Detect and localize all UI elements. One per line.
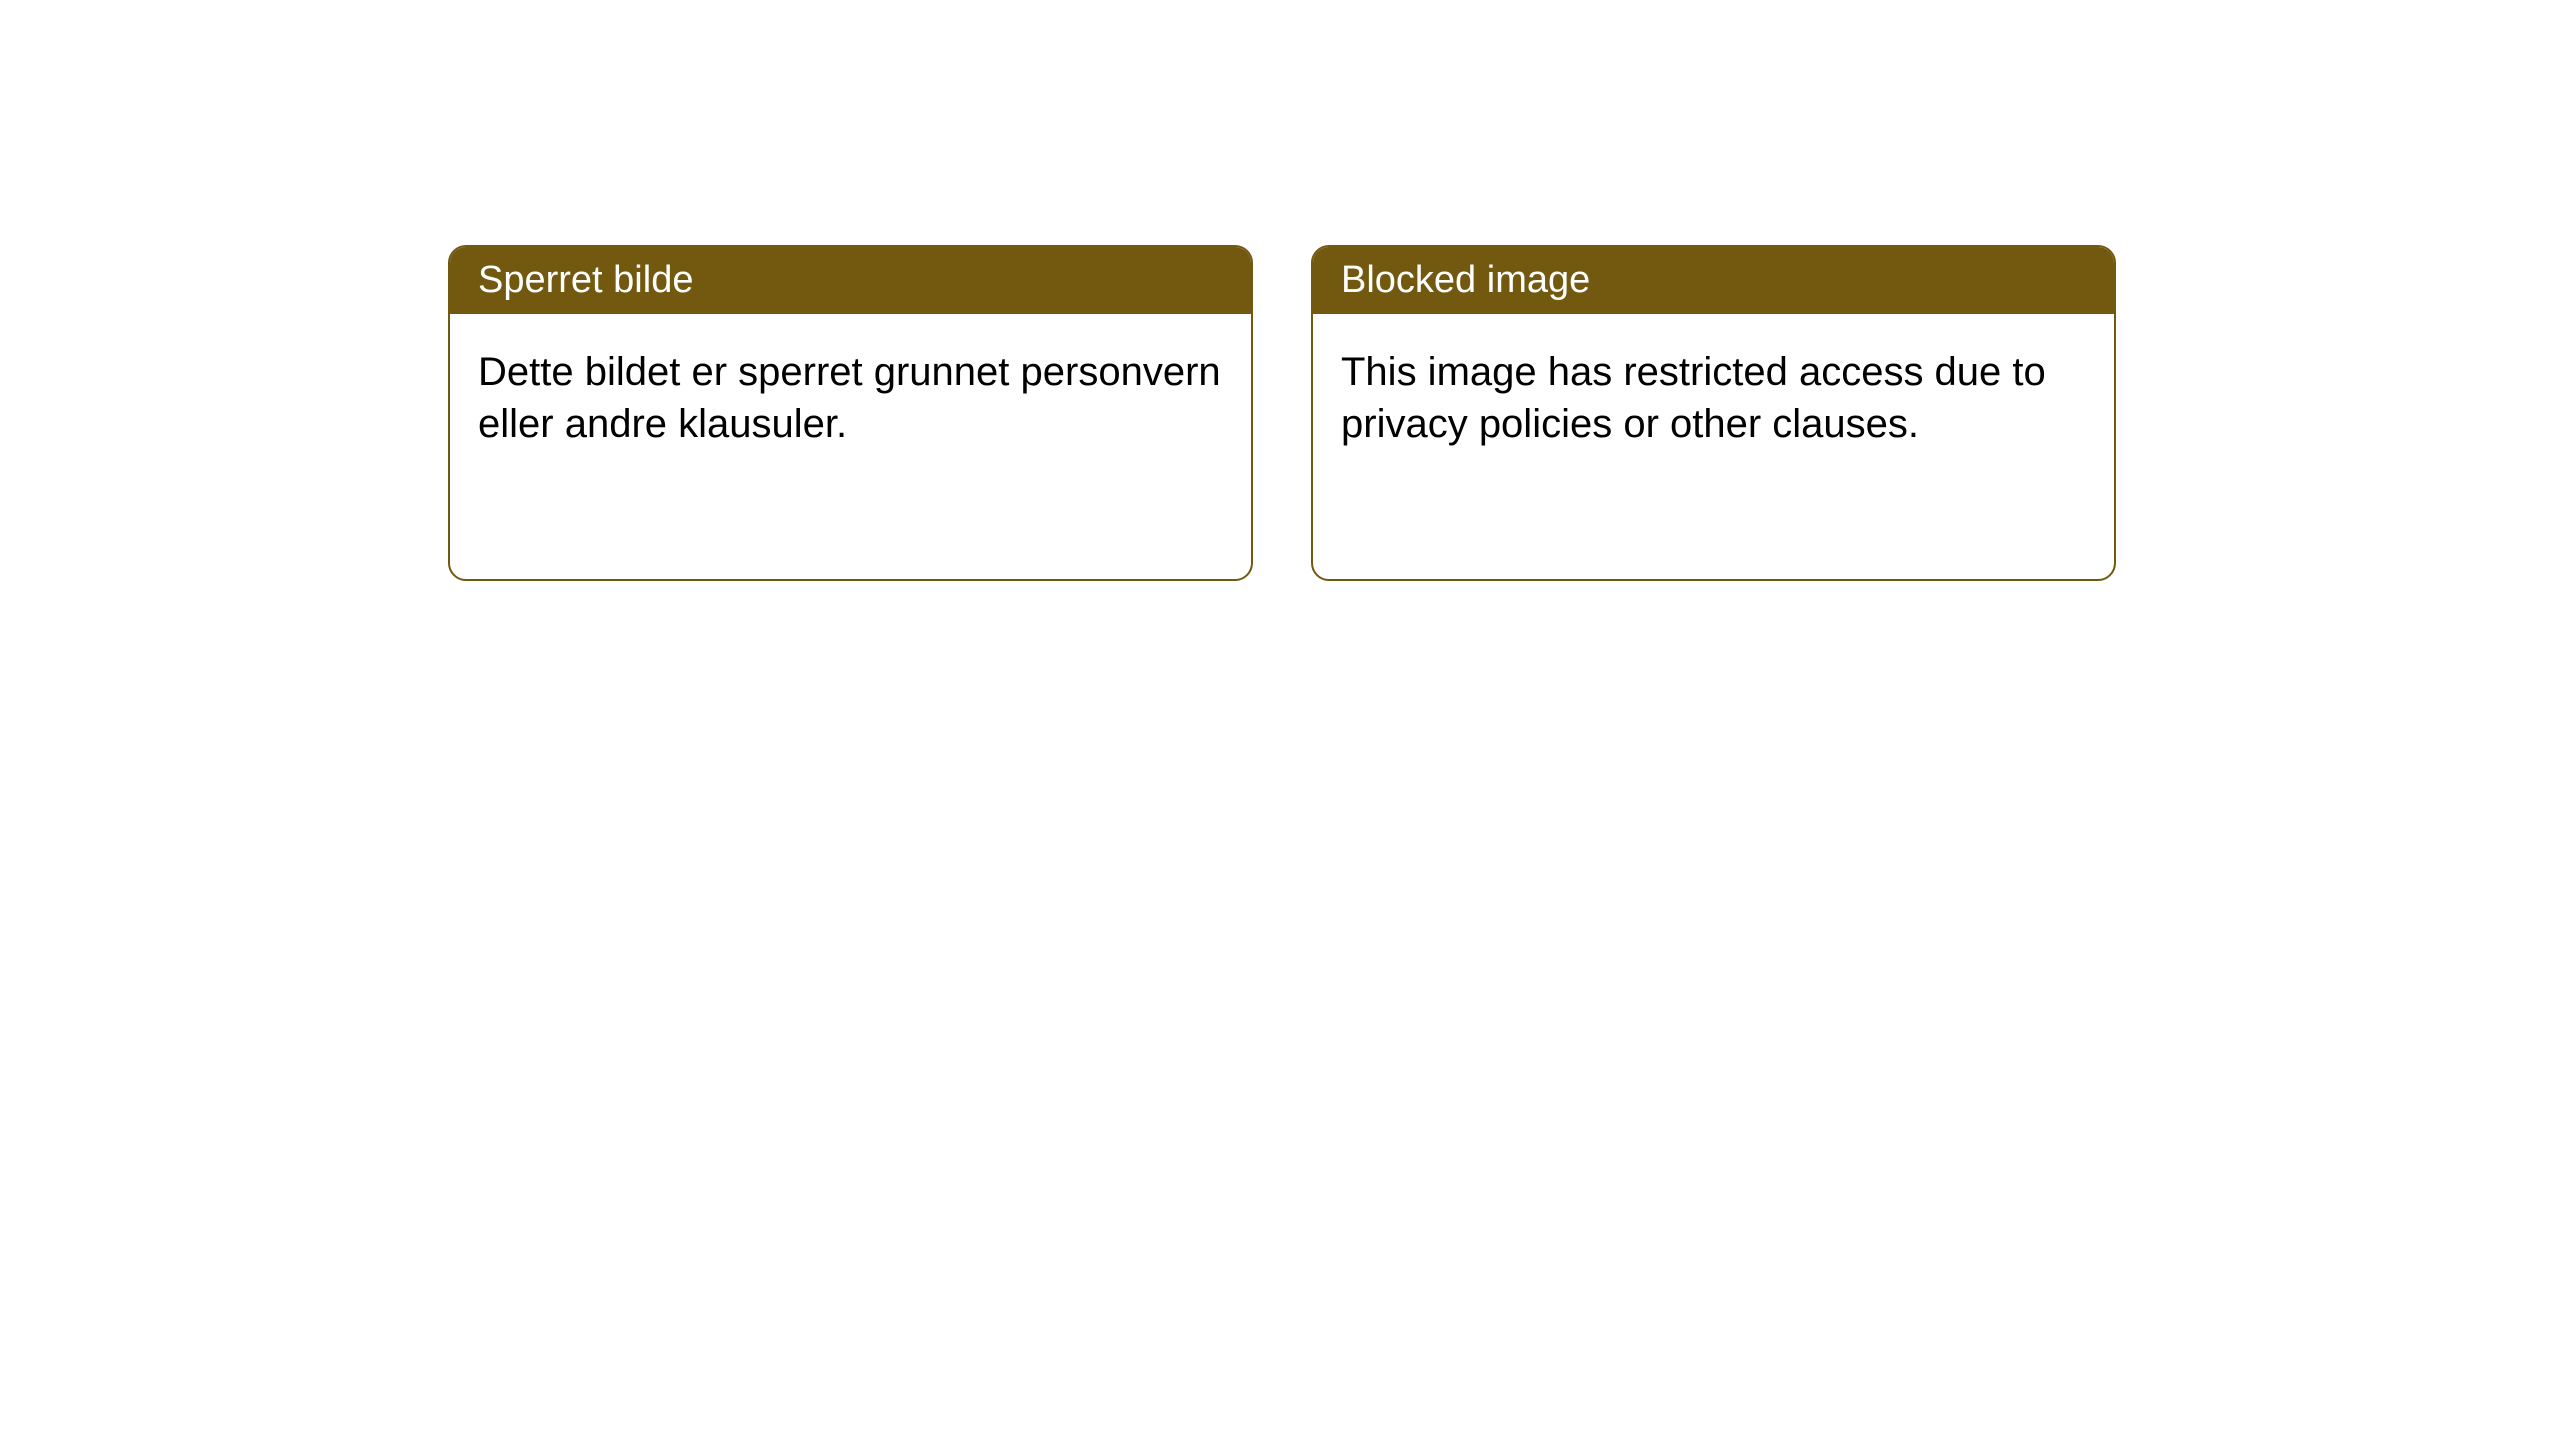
blocked-image-card-en: Blocked image This image has restricted … [1311, 245, 2116, 581]
card-header: Blocked image [1313, 247, 2114, 314]
card-container: Sperret bilde Dette bildet er sperret gr… [448, 245, 2116, 581]
card-message: This image has restricted access due to … [1341, 350, 2046, 446]
card-header: Sperret bilde [450, 247, 1251, 314]
card-message: Dette bildet er sperret grunnet personve… [478, 350, 1221, 446]
blocked-image-card-no: Sperret bilde Dette bildet er sperret gr… [448, 245, 1253, 581]
card-body: Dette bildet er sperret grunnet personve… [450, 314, 1251, 482]
card-body: This image has restricted access due to … [1313, 314, 2114, 482]
card-title: Sperret bilde [478, 259, 693, 301]
card-title: Blocked image [1341, 259, 1590, 301]
